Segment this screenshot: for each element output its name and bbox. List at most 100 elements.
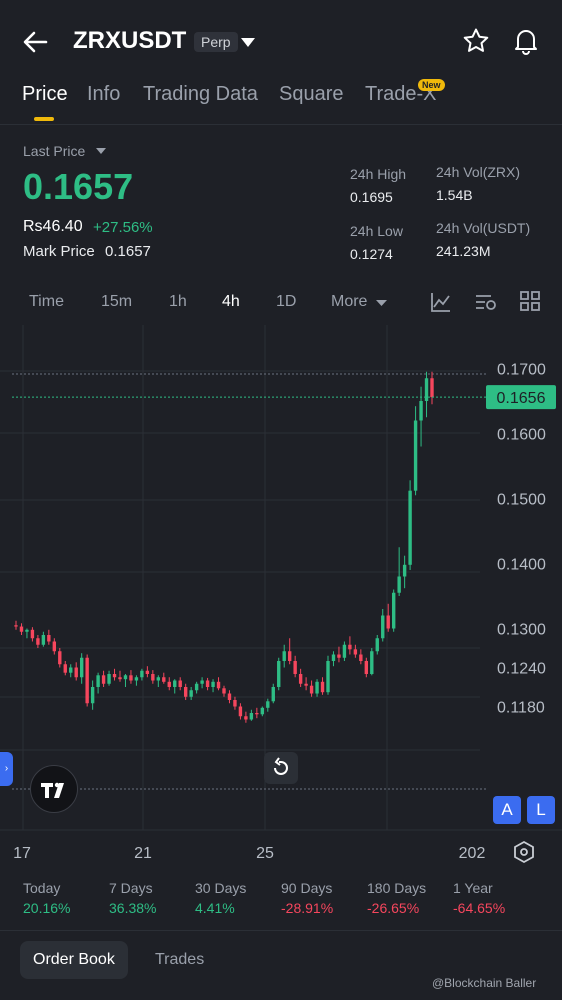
perf-value-7d: 36.38% — [109, 900, 157, 916]
y-tick-label: 0.1600 — [497, 427, 546, 444]
interval-1d[interactable]: 1D — [276, 293, 297, 310]
price-chart[interactable]: 0.1656 0.1700 0.1600 0.1500 0.1400 0.1300 0.12… — [0, 325, 562, 870]
interval-more[interactable]: More — [331, 293, 368, 310]
perf-label-90d: 90 Days — [281, 880, 333, 896]
candle-body — [348, 644, 352, 650]
candle-body — [408, 490, 412, 565]
chevron-down-icon[interactable] — [96, 147, 106, 155]
divider — [0, 930, 562, 931]
arrow-left-icon[interactable] — [20, 28, 50, 56]
side-panel-toggle[interactable]: › — [0, 752, 13, 786]
candle-body — [162, 677, 166, 682]
hexagon-settings-icon[interactable] — [512, 840, 536, 864]
candle-body — [211, 681, 215, 687]
interval-1h[interactable]: 1h — [169, 293, 187, 310]
candle-body — [118, 677, 122, 680]
volume-quote-label: 24h Vol(USDT) — [436, 220, 531, 236]
candle-body — [227, 693, 232, 700]
interval-time[interactable]: Time — [29, 293, 64, 310]
chart-settings-icon[interactable] — [474, 291, 498, 313]
candle-body — [129, 675, 133, 681]
tab-order-book[interactable]: Order Book — [20, 941, 128, 979]
candle-body — [90, 687, 95, 704]
star-icon[interactable] — [462, 27, 490, 55]
interval-bar: Time 15m 1h 4h 1D More — [0, 293, 562, 317]
candle-body — [47, 635, 51, 642]
candle-body — [271, 687, 275, 702]
tab-square[interactable]: Square — [279, 83, 344, 105]
candle-body — [85, 657, 89, 704]
tab-info[interactable]: Info — [87, 83, 121, 105]
candle-body — [386, 615, 390, 629]
fiat-price: Rs46.40 — [23, 218, 83, 235]
candle-body — [244, 716, 248, 720]
current-price-label: 0.1656 — [497, 390, 546, 407]
candle-body — [74, 667, 78, 678]
mark-price-value: 0.1657 — [105, 243, 151, 260]
low-label: 24h Low — [350, 223, 403, 239]
perf-label-1y: 1 Year — [453, 880, 493, 896]
candle-body — [178, 680, 182, 687]
reset-icon[interactable] — [264, 752, 298, 784]
candle-body — [173, 680, 177, 687]
candle-body — [430, 378, 434, 398]
candle-body — [151, 674, 155, 681]
last-price-label[interactable]: Last Price — [23, 143, 86, 159]
candle-body — [282, 651, 286, 661]
candle-body — [397, 576, 401, 593]
candle-body — [260, 707, 265, 715]
x-tick-label: 202 — [459, 845, 486, 862]
new-badge: New — [418, 79, 445, 91]
current-price-label-bg — [486, 385, 556, 410]
x-tick-label: 21 — [134, 845, 152, 862]
candle-body — [200, 680, 204, 684]
candle-body — [337, 654, 341, 658]
header-bar: ZRXUSDT Perp — [0, 0, 562, 80]
interval-4h[interactable]: 4h — [222, 293, 240, 310]
mark-price-label: Mark Price — [23, 243, 95, 260]
candle-body — [326, 661, 330, 693]
tab-trading-data[interactable]: Trading Data — [143, 83, 258, 105]
tab-price[interactable]: Price — [22, 83, 68, 105]
a-button[interactable]: A — [493, 796, 521, 824]
candle-body — [419, 401, 423, 421]
candle-body — [41, 635, 46, 645]
candle-body — [156, 677, 161, 681]
symbol-title[interactable]: ZRXUSDT — [73, 27, 187, 54]
l-button[interactable]: L — [527, 796, 555, 824]
candle-body — [52, 641, 57, 652]
x-tick-label: 25 — [256, 845, 274, 862]
candle-body — [293, 661, 297, 674]
candle-body — [255, 713, 259, 715]
candle-body — [79, 657, 84, 678]
candle-body — [112, 674, 117, 678]
candle-body — [309, 685, 314, 694]
y-tick-label: 0.1240 — [497, 661, 546, 678]
perf-label-today: Today — [23, 880, 61, 896]
chevron-down-icon[interactable] — [376, 299, 387, 307]
indicator-icon[interactable] — [430, 291, 452, 313]
candle-body — [222, 688, 226, 694]
tab-trades[interactable]: Trades — [155, 951, 205, 968]
perf-label-180d: 180 Days — [367, 880, 427, 896]
candle-body — [353, 649, 358, 655]
watermark-text: @Blockchain Baller — [432, 976, 537, 990]
candle-body — [58, 651, 62, 665]
perf-value-180d: -26.65% — [367, 900, 420, 916]
candle-body — [402, 564, 407, 577]
candle-body — [101, 675, 106, 684]
high-label: 24h High — [350, 166, 407, 182]
interval-15m[interactable]: 15m — [101, 293, 133, 310]
performance-row: Today 20.16% 7 Days 36.38% 30 Days 4.41%… — [0, 880, 562, 920]
last-price-value: 0.1657 — [23, 166, 134, 207]
chevron-down-icon[interactable] — [240, 36, 256, 48]
candle-body — [63, 664, 67, 673]
candle-body — [320, 681, 325, 693]
bell-icon[interactable] — [512, 27, 540, 55]
candle-body — [140, 670, 144, 678]
low-value: 0.1274 — [350, 246, 393, 262]
perf-value-today: 20.16% — [23, 900, 71, 916]
layout-grid-icon[interactable] — [520, 291, 540, 311]
candle-body — [233, 700, 237, 707]
candle-body — [25, 629, 29, 632]
